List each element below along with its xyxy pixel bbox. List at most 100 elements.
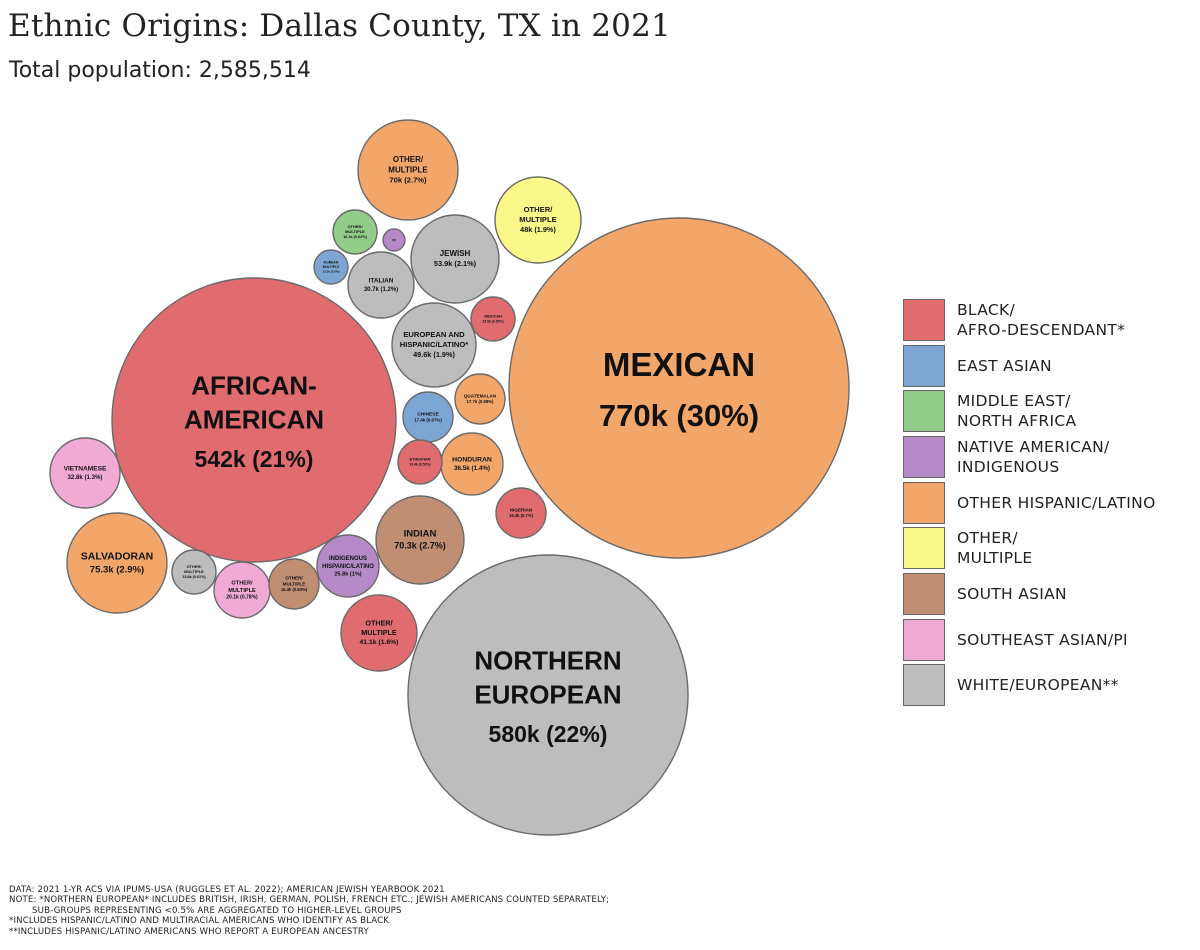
bubble-value: 17.4k (0.67%) [414, 417, 442, 422]
bubble-value: 48k (1.9%) [520, 225, 556, 234]
bubble-2: AFRICAN-AMERICAN 542k (21%) [111, 277, 397, 563]
legend-label: WHITE/EUROPEAN** [957, 676, 1119, 695]
bubble-value: 53.9k (2.1%) [434, 259, 477, 268]
legend-label: OTHER HISPANIC/LATINO [957, 493, 1156, 512]
legend: BLACK/ AFRO-DESCENDANT* EAST ASIAN MIDDLE … [903, 297, 1156, 708]
bubble-name: OTHER/ [231, 581, 253, 587]
legend-label: SOUTH ASIAN [957, 584, 1067, 603]
bubble-circle [410, 214, 500, 304]
bubble-value: (0) [392, 238, 396, 242]
bubble-value: 12.3k (0.5%) [322, 269, 339, 273]
bubble-name: MULTIPLE [228, 588, 256, 594]
bubble-circle [440, 432, 504, 496]
bubble-name: OTHER/ [186, 564, 202, 569]
bubble-name: KOREAN [324, 261, 339, 265]
footnotes: DATA: 2021 1-YR ACS VIA IPUMS-USA (RUGGL… [9, 885, 609, 937]
bubble-12: ITALIAN 30.7k (1.2%) [347, 251, 415, 319]
bubble-circle [340, 594, 418, 672]
bubble-name: NORTHERN [474, 646, 621, 676]
bubble-circle [397, 439, 443, 485]
bubble-name: VIETNAMESE [64, 466, 107, 473]
bubble-value: 13.4k (0.52%) [409, 462, 430, 466]
bubble-name: CHINESE [417, 411, 439, 417]
legend-item-south_asian: SOUTH ASIAN [903, 571, 1156, 617]
bubble-circle [494, 176, 582, 264]
bubble-circle [268, 558, 320, 610]
footnote-line: DATA: 2021 1-YR ACS VIA IPUMS-USA (RUGGL… [9, 885, 445, 895]
legend-swatch [903, 390, 945, 433]
bubble-name: EUROPEAN [474, 679, 621, 709]
legend-item-black: BLACK/ AFRO-DESCENDANT* [903, 297, 1156, 343]
bubble-circle [316, 534, 380, 598]
bubble-value: 770k (30%) [599, 398, 759, 433]
legend-swatch [903, 572, 945, 615]
bubble-value: 13.5k (0.52%) [482, 319, 503, 323]
bubble-value: 15.8k (0.61%) [182, 575, 206, 579]
bubble-0: MEXICAN 770k (30%) [508, 217, 850, 559]
legend-swatch [903, 435, 945, 478]
legend-label: NATIVE AMERICAN/ INDIGENOUS [957, 437, 1110, 476]
legend-item-hispanic: OTHER HISPANIC/LATINO [903, 480, 1156, 526]
bubble-value: 16.3k (0.7%) [509, 513, 534, 518]
legend-swatch [903, 344, 945, 387]
bubble-circle [375, 495, 465, 585]
bubble-name: MULTIPLE [345, 229, 365, 234]
legend-item-white: WHITE/EUROPEAN** [903, 663, 1156, 709]
legend-label: SOUTHEAST ASIAN/PI [957, 630, 1128, 649]
bubble-value: 17.7k (0.68%) [467, 399, 495, 404]
bubble-name: MULTIPLE [184, 569, 204, 574]
bubble-name: AFRICAN- [191, 371, 317, 401]
footnote-line: SUB-GROUPS REPRESENTING <0.5% ARE AGGREG… [9, 905, 402, 916]
bubble-value: 75.3k (2.9%) [90, 564, 144, 575]
bubble-circle [332, 209, 378, 255]
bubble-name: INDIAN [404, 529, 437, 540]
bubble-name: MULTIPLE [388, 165, 428, 174]
bubble-value: 16.4k (0.63%) [281, 587, 308, 592]
legend-item-native: NATIVE AMERICAN/ INDIGENOUS [903, 434, 1156, 480]
bubble-value: 580k (22%) [489, 721, 608, 747]
bubble-name: SALVADORAN [81, 550, 154, 562]
legend-label: MIDDLE EAST/ NORTH AFRICA [957, 392, 1077, 431]
bubble-name: JEWISH [440, 249, 471, 258]
bubble-name: MULTIPLE [323, 265, 340, 269]
legend-item-mena: MIDDLE EAST/ NORTH AFRICA [903, 388, 1156, 434]
bubble-value: 30.7k (1.2%) [364, 287, 398, 293]
bubble-circle [407, 554, 689, 836]
bubble-circle [382, 228, 406, 252]
legend-item-other: OTHER/ MULTIPLE [903, 525, 1156, 571]
legend-swatch [903, 527, 945, 570]
footnote-line: **INCLUDES HISPANIC/LATINO AMERICANS WHO… [9, 926, 369, 937]
bubble-name: ETHIOPIAN [410, 458, 431, 462]
bubble-circle [111, 277, 397, 563]
bubble-value: 41.1k (1.6%) [360, 639, 399, 646]
chart-subtitle: Total population: 2,585,514 [9, 58, 311, 83]
chart-title: Ethnic Origins: Dallas County, TX in 202… [8, 8, 671, 44]
bubble-name: MEXICAN [603, 346, 755, 383]
bubble-name: NIGERIAN [510, 507, 533, 512]
legend-item-east_asian: EAST ASIAN [903, 343, 1156, 389]
bubble-name: OTHER/ [524, 205, 554, 214]
bubble-value: 542k (21%) [195, 446, 314, 472]
legend-item-southeast_asian: SOUTHEAST ASIAN/PI [903, 617, 1156, 663]
bubble-name: MULTIPLE [361, 628, 397, 637]
bubble-value: 16.1k (0.62%) [343, 235, 368, 239]
legend-swatch [903, 618, 945, 661]
bubble-name: OTHER/ [285, 575, 303, 580]
